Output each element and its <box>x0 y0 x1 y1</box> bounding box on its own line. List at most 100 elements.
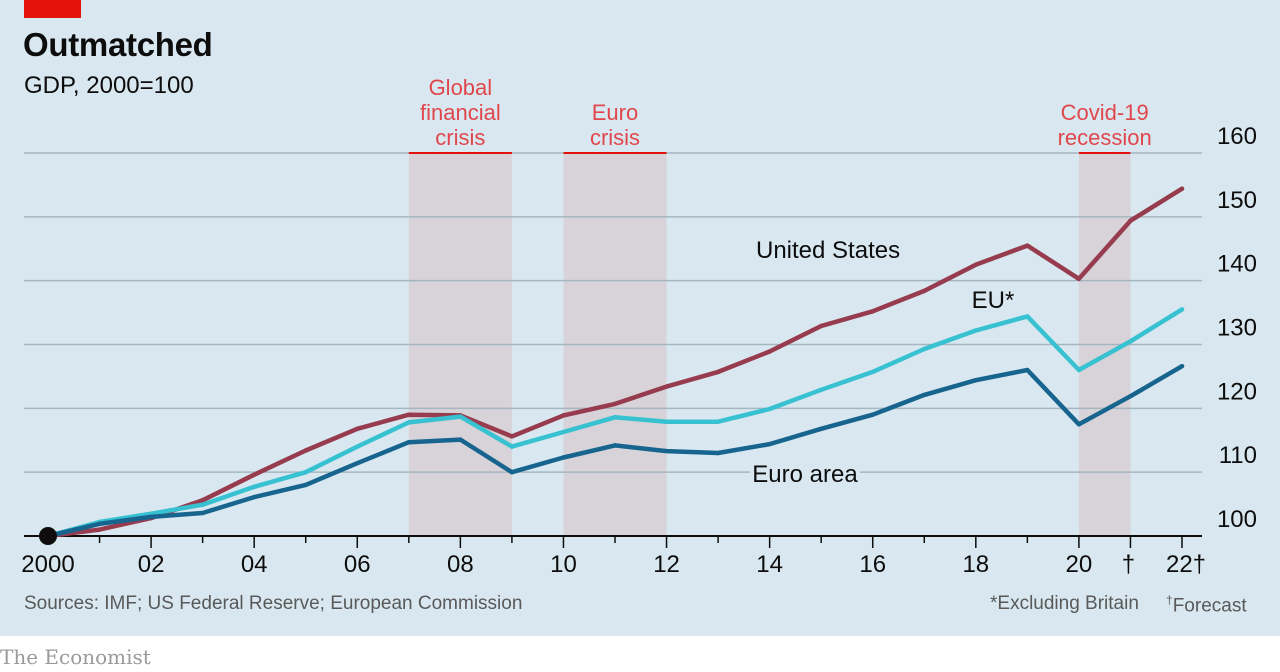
global-financial-crisis-label-line-3: crisis <box>435 125 485 150</box>
gridlines-layer <box>24 152 1202 473</box>
united-states-point-2016 <box>870 309 875 314</box>
eu-point-2012 <box>664 419 669 424</box>
x-tick-label-2016: 16 <box>859 551 886 578</box>
euro-area-point-2018 <box>973 378 979 383</box>
euro-crisis-label-line-2: crisis <box>590 125 640 150</box>
euro-area-label-bg <box>750 460 860 488</box>
euro-area-point-2015 <box>818 426 824 431</box>
eu-point-2011 <box>612 415 618 420</box>
y-tick-label-160: 160 <box>1217 123 1257 150</box>
united-states-point-2007 <box>406 412 412 417</box>
united-states-series-label: United States <box>756 237 900 264</box>
united-states-point-2005 <box>303 448 308 453</box>
eu-point-2018 <box>973 328 979 333</box>
united-states-point-2006 <box>355 426 360 431</box>
eu-point-2016 <box>870 369 875 375</box>
euro-area-point-2019 <box>1025 367 1030 373</box>
x-tick-label-2021: † <box>1122 551 1135 578</box>
euro-area-point-2011 <box>612 443 618 448</box>
eu-point-2013 <box>715 419 721 424</box>
united-states-point-2017 <box>922 288 927 294</box>
euro-area-point-2008 <box>458 437 463 442</box>
eu-series-label: EU* <box>972 287 1015 314</box>
eu-point-2017 <box>922 346 927 352</box>
euro-area-point-2012 <box>664 448 669 454</box>
axes-layer: 100 110 120 130 140 150 160 2000 02 04 06 08 10 12 14 1… <box>21 123 1257 578</box>
economist-logo: The Economist <box>0 645 151 669</box>
covid-19-recession-label-line-2: recession <box>1058 125 1152 150</box>
eu-point-2009 <box>509 444 515 449</box>
y-tick-label-100: 100 <box>1217 506 1257 533</box>
y-tick-label-150: 150 <box>1217 187 1257 214</box>
euro-area-point-2022 <box>1179 364 1185 369</box>
x-tick-label-2004: 04 <box>241 551 268 578</box>
eu-point-2019 <box>1025 314 1030 319</box>
x-tick-label-2022: 22† <box>1166 551 1206 578</box>
united-states-point-2021 <box>1128 218 1133 223</box>
eu-point-2014 <box>767 406 772 412</box>
united-states-point-2012 <box>664 384 669 389</box>
euro-crisis-label-line-1: Euro <box>592 100 638 125</box>
x-tick-label-2008: 08 <box>447 551 474 578</box>
united-states-point-2014 <box>767 349 772 354</box>
eu-point-2015 <box>818 387 824 393</box>
y-tick-label-110: 110 <box>1219 442 1257 469</box>
united-states-point-2018 <box>973 262 979 267</box>
forecast-footnote: †Forecast <box>1166 593 1247 617</box>
euro-area-point-2017 <box>922 392 927 398</box>
crisis-labels-layer: GlobalfinancialcrisisEurocrisisCovid-19r… <box>408 75 1152 154</box>
sources-note: Sources: IMF; US Federal Reserve; Europe… <box>24 593 523 614</box>
x-tick-label-2002: 02 <box>138 551 165 578</box>
euro-area-point-2004 <box>251 494 257 500</box>
united-states-point-2013 <box>715 369 721 375</box>
global-financial-crisis-label-line-1: Global <box>429 75 493 100</box>
global-financial-crisis-label-line-2: financial <box>420 100 501 125</box>
eu-point-2004 <box>251 484 257 490</box>
series-labels-layer: United States EU* Euro area <box>750 237 1014 488</box>
united-states-point-2011 <box>612 401 618 407</box>
euro-area-point-2021 <box>1128 394 1133 399</box>
y-tick-label-130: 130 <box>1217 315 1257 342</box>
excluding-britain-footnote: *Excluding Britain <box>990 593 1139 614</box>
chart-title: Outmatched <box>23 26 213 63</box>
euro-area-point-2016 <box>870 412 875 417</box>
series-layer <box>39 186 1185 545</box>
brand-red-tag <box>24 0 81 18</box>
eu-point-2006 <box>355 444 360 449</box>
united-states-point-2019 <box>1025 243 1030 248</box>
euro-area-point-2003 <box>200 510 205 516</box>
x-tick-label-2018: 18 <box>962 551 989 578</box>
covid-19-recession-label-line-1: Covid-19 <box>1061 100 1149 125</box>
euro-area-point-2007 <box>406 439 412 445</box>
united-states-point-2015 <box>818 323 824 329</box>
united-states-point-2003 <box>200 498 205 503</box>
y-tick-label-120: 120 <box>1217 378 1257 405</box>
x-tick-label-2006: 06 <box>344 551 371 578</box>
gdp-line-chart: GlobalfinancialcrisisEurocrisisCovid-19r… <box>21 75 1257 578</box>
forecast-dagger: † <box>1166 593 1173 607</box>
x-tick-label-2020: 20 <box>1066 551 1093 578</box>
base-year-dot <box>39 527 57 545</box>
euro-area-point-2002 <box>148 514 154 520</box>
united-states-point-2020 <box>1076 276 1082 281</box>
eu-point-2003 <box>200 502 205 507</box>
euro-area-point-2009 <box>509 469 515 475</box>
euro-area-point-2001 <box>97 521 102 527</box>
forecast-label: Forecast <box>1172 595 1247 617</box>
chart-subtitle: GDP, 2000=100 <box>24 72 194 99</box>
euro-area-point-2014 <box>767 441 772 447</box>
eu-point-2010 <box>561 429 566 435</box>
euro-area-series-label: Euro area <box>752 461 858 488</box>
united-states-point-2009 <box>509 434 515 439</box>
united-states-point-2022 <box>1179 186 1185 191</box>
eu-point-2005 <box>303 469 308 475</box>
united-states-point-2010 <box>561 413 566 418</box>
euro-area-point-2010 <box>561 455 566 460</box>
x-tick-label-2012: 12 <box>653 551 680 578</box>
eu-point-2008 <box>458 414 463 419</box>
x-tick-label-2010: 10 <box>550 551 577 578</box>
united-states-point-2001 <box>97 527 102 532</box>
eu-point-2020 <box>1076 367 1082 373</box>
x-tick-label-2000: 2000 <box>21 551 74 578</box>
euro-area-point-2006 <box>355 461 360 466</box>
